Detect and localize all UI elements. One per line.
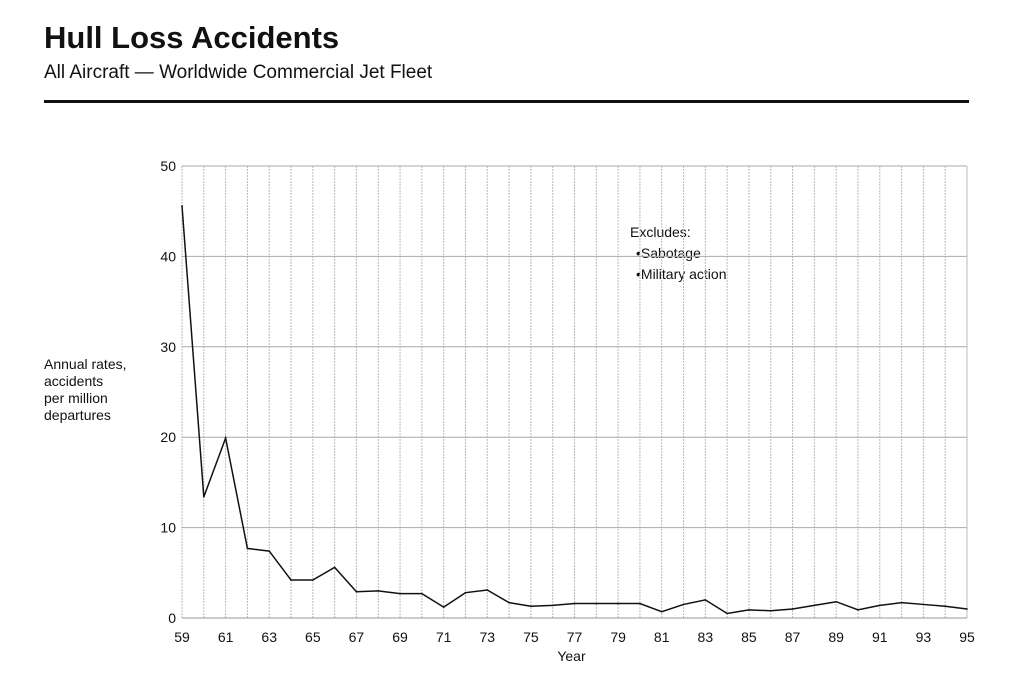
x-tick-label: 87 [785, 629, 801, 645]
chart-title: Hull Loss Accidents [44, 20, 340, 55]
x-tick-label: 65 [305, 629, 321, 645]
data-point [530, 605, 532, 608]
data-point [508, 601, 510, 604]
y-tick-label: 20 [160, 429, 176, 445]
chart-subtitle: All Aircraft — Worldwide Commercial Jet … [44, 62, 433, 83]
data-point [573, 602, 576, 605]
x-tick-label: 63 [261, 629, 277, 645]
data-point [922, 603, 925, 606]
data-point [333, 566, 336, 569]
data-point [682, 603, 685, 606]
x-tick-label: 91 [872, 629, 888, 645]
data-point [464, 591, 467, 594]
x-tick-label: 93 [916, 629, 932, 645]
x-axis-label: Year [557, 648, 586, 664]
header-rule [44, 100, 969, 103]
data-point [377, 590, 380, 592]
y-axis-label: Annual rates, accidents per million depa… [44, 356, 127, 424]
data-point [312, 579, 314, 581]
data-point [246, 547, 249, 550]
y-tick-label: 50 [160, 158, 176, 174]
x-tick-label: 69 [392, 629, 408, 645]
x-tick-label: 83 [698, 629, 714, 645]
y-tick-label: 40 [160, 248, 176, 264]
legend-item: •Sabotage [636, 245, 701, 261]
data-point [769, 609, 772, 612]
data-point [878, 604, 881, 607]
data-point [399, 592, 401, 595]
y-label-line: per million [44, 390, 108, 406]
data-point [486, 589, 489, 591]
x-tick-label: 61 [218, 629, 234, 645]
data-point [595, 602, 598, 605]
y-label-line: departures [44, 407, 111, 423]
data-point [442, 606, 445, 608]
data-point [704, 599, 707, 601]
x-tick-label: 89 [828, 629, 844, 645]
x-tick-label: 75 [523, 629, 539, 645]
data-point [421, 592, 423, 595]
x-tick-label: 67 [349, 629, 365, 645]
data-point [966, 608, 968, 610]
data-point [551, 604, 554, 607]
data-point [660, 610, 663, 613]
y-tick-label: 0 [168, 610, 176, 626]
data-point [290, 579, 292, 581]
data-point [181, 204, 183, 207]
x-tick-label: 59 [174, 629, 190, 645]
x-tick-label: 81 [654, 629, 670, 645]
x-tick-label: 73 [479, 629, 495, 645]
data-point [748, 609, 750, 611]
data-point [726, 612, 728, 615]
data-point [857, 609, 859, 611]
data-point [813, 604, 816, 607]
y-tick-label: 10 [160, 520, 176, 536]
data-point [944, 605, 946, 608]
x-tick-label: 71 [436, 629, 452, 645]
y-label-line: Annual rates, [44, 356, 127, 372]
data-point [224, 437, 227, 439]
data-point [639, 602, 641, 605]
x-tick-label: 85 [741, 629, 757, 645]
data-point [835, 600, 837, 603]
data-point [203, 496, 205, 498]
data-point [791, 608, 794, 610]
data-point [268, 550, 271, 552]
data-point [900, 601, 903, 604]
x-tick-label: 79 [610, 629, 626, 645]
x-tick-label: 95 [959, 629, 975, 645]
data-point [355, 590, 358, 593]
y-tick-label: 30 [160, 339, 176, 355]
legend-item-label: Sabotage [640, 245, 701, 261]
x-tick-label: 77 [567, 629, 583, 645]
data-point [617, 602, 619, 605]
y-label-line: accidents [44, 373, 104, 389]
legend-heading: Excludes: [630, 224, 691, 240]
